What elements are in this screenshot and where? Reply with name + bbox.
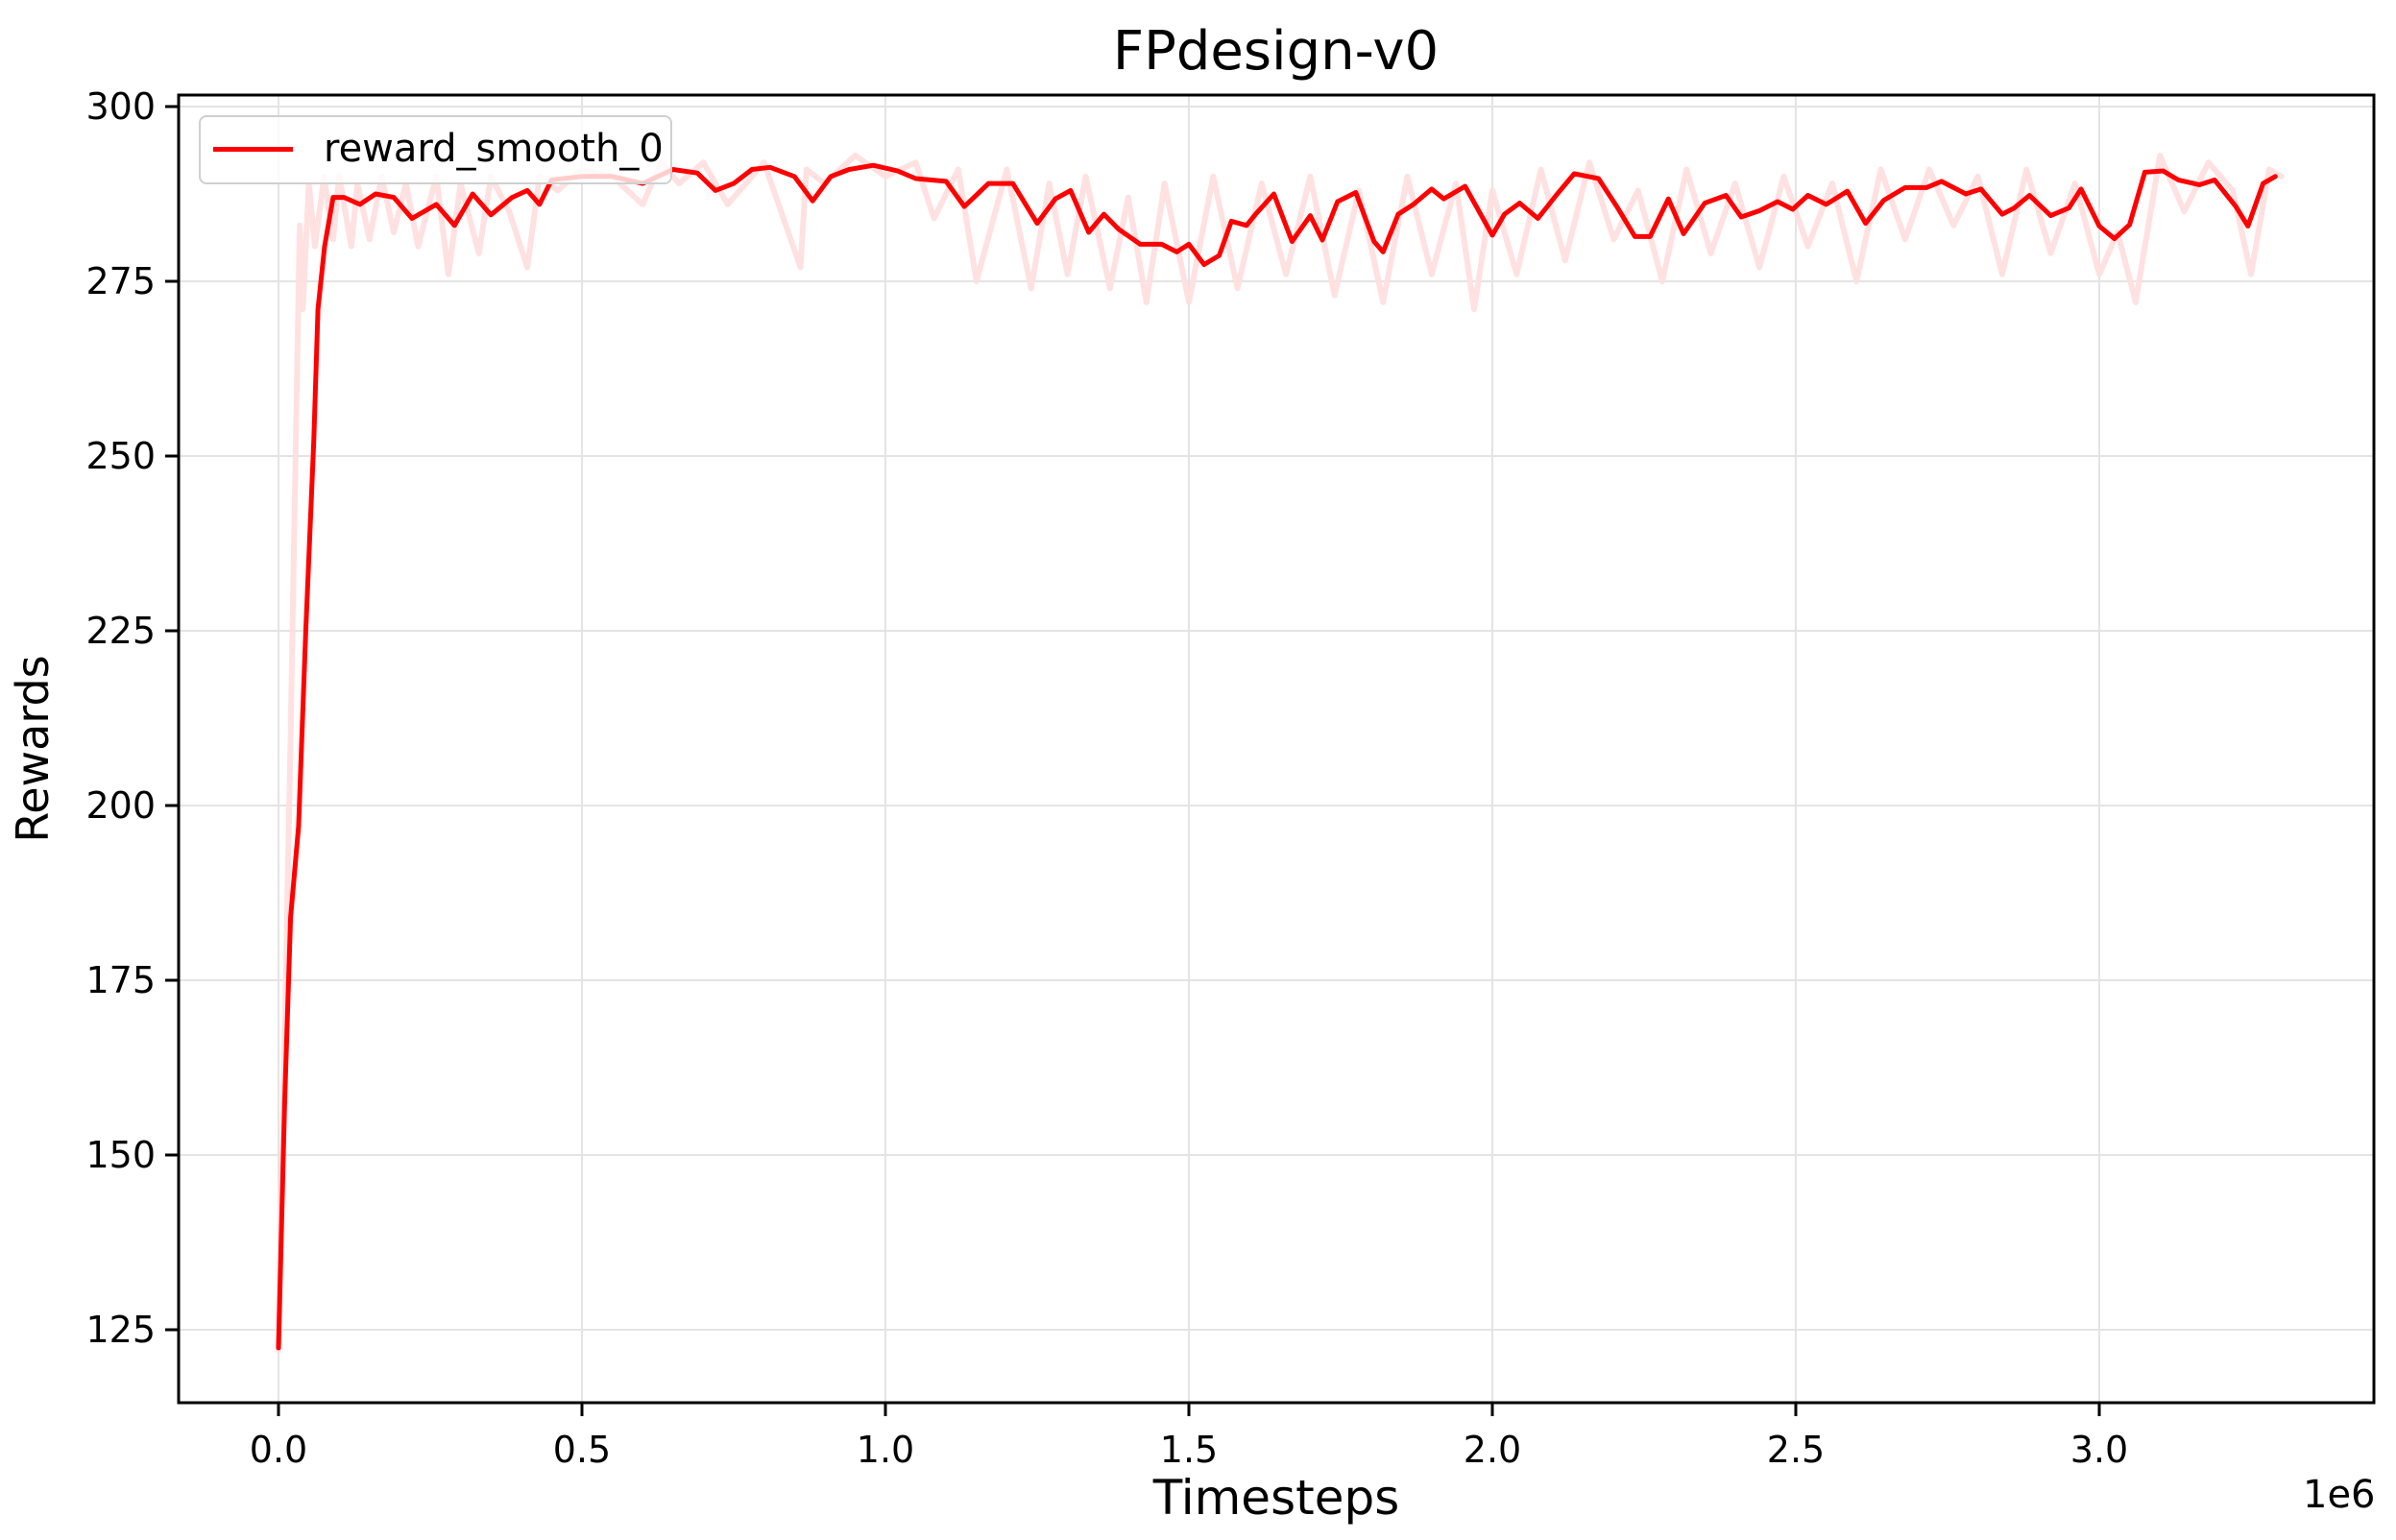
legend: reward_smooth_0 (199, 115, 672, 184)
legend-label: reward_smooth_0 (324, 127, 664, 171)
x-tick-label: 1.0 (857, 1429, 914, 1471)
y-tick-label: 125 (85, 1309, 156, 1351)
axis-ticks: 0.0 0.5 1.0 1.5 2.0 2.5 3.0 125 150 175 200 225 250 2… (85, 85, 2128, 1471)
smoothed-reward-line (276, 162, 2278, 1351)
x-axis-offset-label: 1e6 (2303, 1473, 2376, 1517)
y-tick-label: 150 (85, 1134, 156, 1176)
y-tick-label: 275 (85, 260, 156, 302)
grid-lines (179, 95, 2374, 1403)
x-tick-label: 0.5 (553, 1429, 611, 1471)
y-tick-label: 200 (85, 784, 156, 827)
x-tick-label: 2.0 (1464, 1429, 1521, 1471)
y-axis-label: Rewards (7, 655, 59, 843)
y-tick-label: 225 (85, 610, 156, 652)
axes-frame (177, 93, 2376, 1405)
x-tick-label: 2.5 (1767, 1429, 1825, 1471)
x-tick-label: 1.5 (1160, 1429, 1218, 1471)
y-tick-label: 250 (85, 435, 156, 477)
x-axis-label: Timesteps (1152, 1470, 1400, 1526)
y-tick-label: 300 (85, 85, 156, 128)
data-series (276, 153, 2285, 1354)
x-tick-label: 3.0 (2070, 1429, 2128, 1471)
x-tick-label: 0.0 (250, 1429, 307, 1471)
legend-line-swatch-icon (213, 147, 293, 152)
chart-title: FPdesign-v0 (1112, 20, 1440, 83)
raw-reward-line (276, 153, 2285, 1354)
y-tick-label: 175 (85, 959, 156, 1001)
